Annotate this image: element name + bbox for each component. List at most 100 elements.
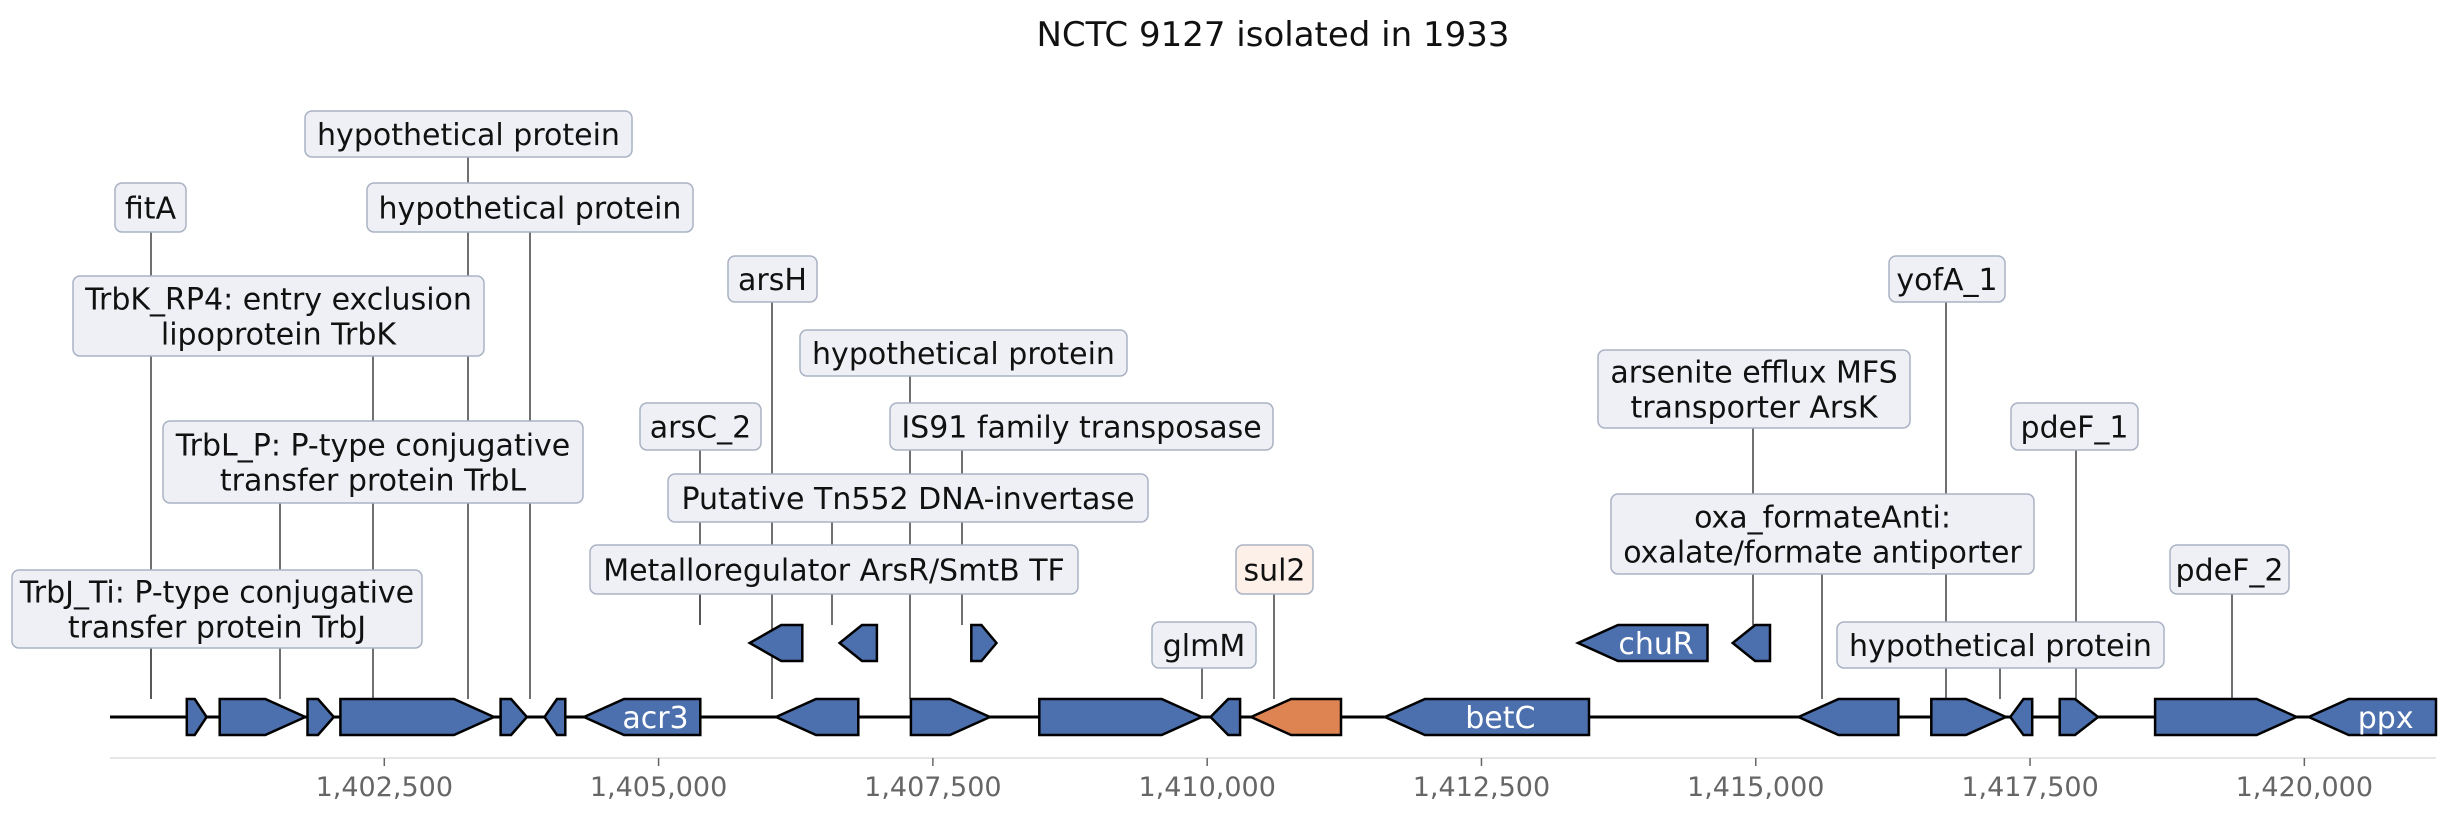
label-text-line: Metalloregulator ArsR/SmtB TF [603, 554, 1065, 589]
label-text-line: oxa_formateAnti: [1694, 501, 1951, 536]
label-text-line: hypothetical protein [379, 192, 682, 227]
label-box [162, 420, 584, 504]
gene-arrow [837, 623, 879, 663]
gene-arrow [339, 697, 498, 737]
label-text-line: pdeF_1 [2021, 411, 2129, 446]
gene-label: Metalloregulator ArsR/SmtB TF [589, 544, 1079, 595]
gene-arrow [1795, 697, 1900, 737]
label-box [667, 473, 1149, 523]
label-box [589, 544, 1079, 595]
label-box [72, 275, 485, 357]
label-text-line: arsH [738, 263, 807, 298]
label-text-line: TrbJ_Ti: P-type conjugative [19, 576, 414, 611]
gene-label: Putative Tn552 DNA-invertase [667, 473, 1149, 523]
label-box [889, 402, 1274, 451]
label-text-line: TrbK_RP4: entry exclusion [84, 283, 472, 318]
gene-label: yofA_1 [1888, 255, 2006, 303]
label-box [1888, 255, 2006, 303]
label-text-line: sul2 [1243, 554, 1305, 589]
label-text-line: arsC_2 [650, 411, 751, 446]
gene-arrow [218, 697, 309, 737]
gene-arrow [542, 697, 567, 737]
label-text-line: arsenite efflux MFS [1610, 356, 1897, 391]
label-box [2169, 544, 2290, 595]
label-text-line: transfer protein TrbL [220, 464, 526, 499]
gene-arrow [1248, 697, 1343, 737]
x-tick-label: 1,412,500 [1413, 772, 1550, 803]
gene-arrow [2058, 697, 2101, 737]
label-box [639, 402, 762, 451]
gene-arrow [970, 623, 999, 663]
gene-arrow [499, 697, 529, 737]
gene-arrow [1381, 697, 1591, 737]
label-box [1597, 349, 1911, 429]
x-axis: 1,402,500 1,405,000 1,407,500 1,410,000 1,41… [110, 757, 2436, 803]
label-text-line: transporter ArsK [1630, 391, 1878, 426]
label-box [11, 569, 423, 649]
label-box [1836, 621, 2165, 669]
label-text-line: transfer protein TrbJ [68, 611, 366, 646]
gene-label: hypothetical protein [799, 329, 1128, 377]
gene-arrow [1574, 623, 1709, 663]
x-tick-label: 1,405,000 [590, 772, 727, 803]
label-text-line: pdeF_2 [2176, 554, 2284, 589]
gene-label: IS91 family transposase [889, 402, 1274, 451]
label-text-line: fitA [125, 192, 177, 227]
x-tick-label: 1,402,500 [316, 772, 453, 803]
gene-name-label: chuR [1618, 627, 1693, 662]
gene-label: arsC_2 [639, 402, 762, 451]
gene-arrow [1038, 697, 1205, 737]
label-text-line: glmM [1163, 629, 1246, 664]
label-box [114, 182, 187, 233]
label-box [1151, 621, 1257, 669]
gene-label: hypothetical protein [304, 110, 633, 158]
label-box [727, 255, 818, 303]
gene-label: fitA [114, 182, 187, 233]
x-tick-label: 1,410,000 [1138, 772, 1275, 803]
label-text-line: yofA_1 [1896, 263, 1997, 298]
gene-arrow [185, 697, 209, 737]
gene-arrow [2008, 697, 2034, 737]
gene-label: oxa_formateAnti:oxalate/formate antiport… [1610, 493, 2035, 575]
label-text-line: Putative Tn552 DNA-invertase [681, 482, 1134, 517]
gene-label: arsH [727, 255, 818, 303]
gene-name-label: ppx [2358, 701, 2414, 736]
gene-arrow [1730, 623, 1772, 663]
label-box [366, 182, 694, 233]
gene-name-label: acr3 [622, 701, 688, 736]
gene-arrow [580, 697, 702, 737]
label-text-line: TrbL_P: P-type conjugative [175, 429, 571, 464]
label-box [799, 329, 1128, 377]
x-tick-label: 1,407,500 [864, 772, 1001, 803]
label-box [1610, 493, 2035, 575]
gene-track: acr3 betC chuR ppx [185, 623, 2438, 737]
gene-arrow [747, 623, 804, 663]
gene-arrow [1930, 697, 2009, 737]
label-text-line: hypothetical protein [1849, 629, 2152, 664]
gene-name-label: betC [1465, 701, 1535, 736]
label-text-line: hypothetical protein [812, 337, 1115, 372]
gene-arrow [2305, 697, 2438, 737]
gene-label: hypothetical protein [1836, 621, 2165, 669]
gene-label: pdeF_1 [2010, 402, 2139, 451]
gene-arrow [306, 697, 336, 737]
label-text-line: oxalate/formate antiporter [1623, 536, 2022, 571]
gene-arrow [2153, 697, 2300, 737]
x-tick-label: 1,420,000 [2236, 772, 2373, 803]
label-text-line: IS91 family transposase [901, 411, 1261, 446]
x-tick-label: 1,417,500 [1961, 772, 2098, 803]
gene-label: sul2 [1235, 544, 1314, 595]
gene-arrow [772, 697, 860, 737]
gene-arrow [909, 697, 993, 737]
label-box [2010, 402, 2139, 451]
label-box [304, 110, 633, 158]
label-text-line: hypothetical protein [317, 118, 620, 153]
gene-label: glmM [1151, 621, 1257, 669]
gene-label: hypothetical protein [366, 182, 694, 233]
